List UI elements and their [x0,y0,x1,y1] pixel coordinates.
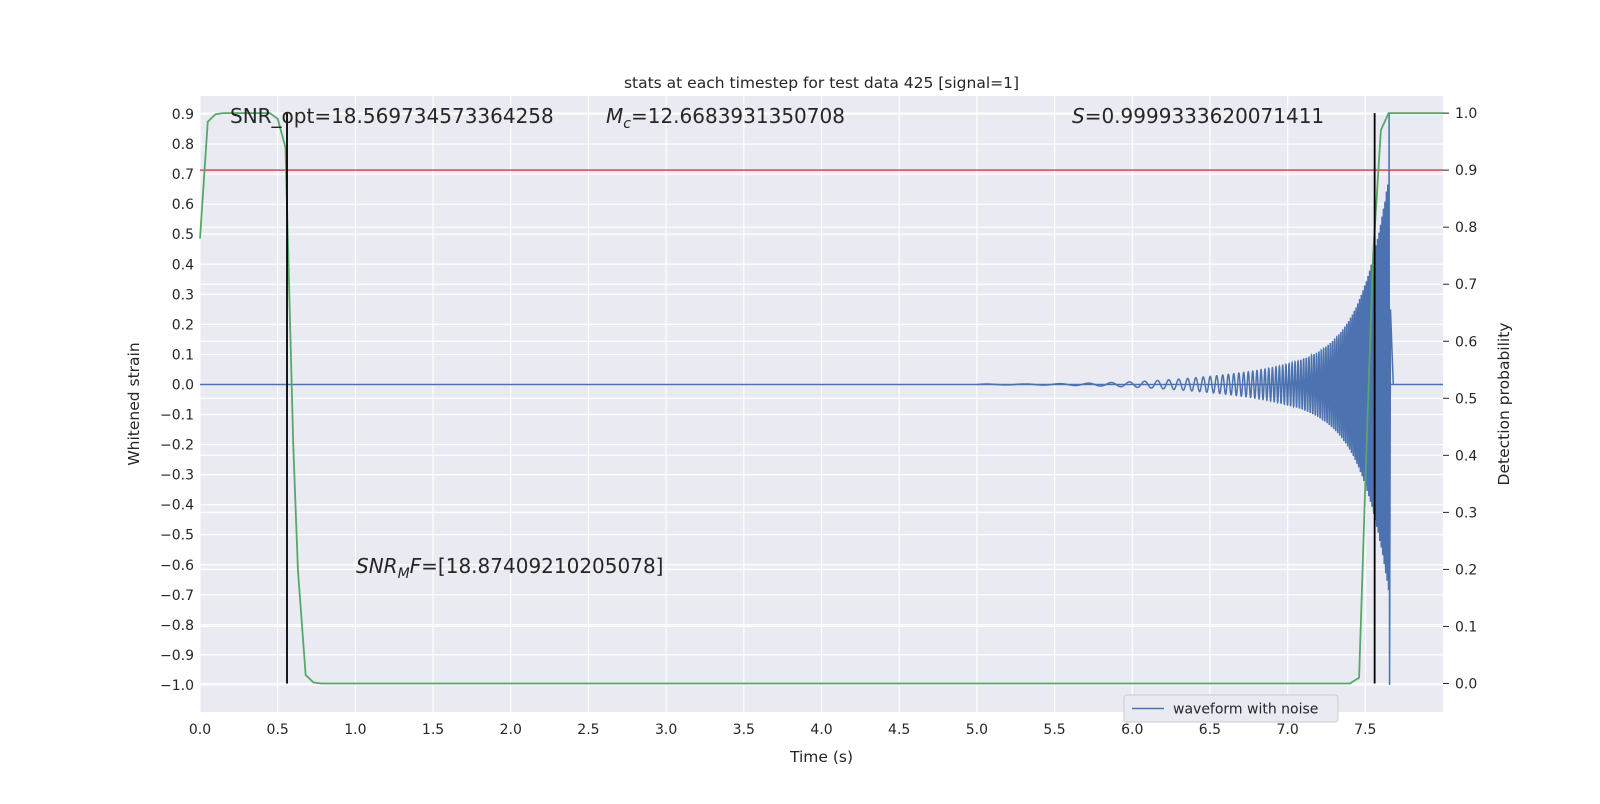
s-statistic-symbol: S [1072,104,1085,128]
x-tick-label: 6.5 [1199,722,1221,738]
snr-mf-symbol: SNR [356,554,398,578]
snr-mf-value: =[18.87409210205078] [421,554,663,578]
y-left-tick-label: −0.3 [160,468,194,484]
x-tick-label: 2.5 [577,722,599,738]
y-left-tick-label: 0.0 [172,377,194,393]
chart-title: stats at each timestep for test data 425… [624,74,1019,92]
y-right-tick-label: 0.6 [1455,334,1477,350]
x-tick-label: 2.0 [500,722,522,738]
y-right-tick-label: 0.7 [1455,277,1477,293]
s-statistic-annotation: S=0.9999333620071411 [1072,104,1324,128]
snr-mf-subscript: M [398,566,410,582]
x-tick-label: 5.5 [1043,722,1065,738]
y-left-tick-label: −0.1 [160,408,194,424]
x-tick-label: 1.0 [344,722,366,738]
x-tick-label: 3.0 [655,722,677,738]
y-left-tick-label: 0.8 [172,137,194,153]
x-tick-label: 4.5 [888,722,910,738]
y-left-tick-label: 0.9 [172,107,194,123]
y-left-tick-label: −0.2 [160,438,194,454]
y-left-tick-label: 0.3 [172,287,194,303]
x-tick-label: 3.5 [733,722,755,738]
y-right-tick-label: 0.9 [1455,163,1477,179]
snr-mf-f: F [410,554,422,578]
y-left-tick-label: 0.7 [172,167,194,183]
y-right-tick-label: 0.1 [1455,619,1477,635]
x-axis-label: Time (s) [789,748,853,766]
x-tick-label: 0.0 [189,722,211,738]
y-left-tick-label: −0.9 [160,648,194,664]
y-left-tick-label: 0.2 [172,317,194,333]
snr-opt-annotation: SNR_opt=18.569734573364258 [230,104,554,128]
y-right-tick-label: 0.0 [1455,676,1477,692]
chirp-mass-annotation: Mc=12.6683931350708 [606,104,845,132]
x-tick-label: 1.5 [422,722,444,738]
y-right-tick-label: 0.8 [1455,220,1477,236]
y-left-tick-label: 0.1 [172,347,194,363]
y-right-tick-label: 0.5 [1455,391,1477,407]
chirp-mass-symbol: M [606,104,623,128]
y-right-tick-label: 1.0 [1455,106,1477,122]
y-left-tick-label: −0.4 [160,498,194,514]
detection-probability-line [199,112,1443,685]
legend-box [1123,694,1339,723]
y-left-tick-label: −0.7 [160,588,194,604]
y-axis-label-right: Detection probability [1495,323,1513,486]
tick-layer: 0.0 0.5 1.0 1.5 2.0 2.5 3.0 3.5 4.0 4.5 5.0 5.5 6.0 6… [160,106,1477,738]
y-left-tick-label: −1.0 [160,678,194,694]
y-right-tick-label: 0.3 [1455,505,1477,521]
y-left-tick-label: 0.4 [172,257,194,273]
chirp-mass-value: =12.6683931350708 [631,104,845,128]
y-right-tick-label: 0.2 [1455,562,1477,578]
x-tick-label: 0.5 [267,722,289,738]
snr-mf-annotation: SNRMF=[18.87409210205078] [356,554,664,582]
y-left-tick-label: −0.6 [160,558,194,574]
y-axis-label-left: Whitened strain [125,342,143,465]
x-tick-label: 7.0 [1276,722,1298,738]
waveform-line [976,114,1395,685]
y-left-tick-label: −0.5 [160,528,194,544]
y-left-tick-label: 0.6 [172,197,194,213]
grid-layer [199,96,1443,712]
chirp-mass-subscript: c [623,116,631,132]
y-left-tick-label: 0.5 [172,227,194,243]
y-right-tick-label: 0.4 [1455,448,1477,464]
series-layer [199,112,1443,685]
x-tick-label: 4.0 [810,722,832,738]
s-statistic-value: =0.9999333620071411 [1085,104,1324,128]
x-tick-label: 7.5 [1354,722,1376,738]
x-tick-label: 6.0 [1121,722,1143,738]
x-tick-label: 5.0 [966,722,988,738]
legend-label: waveform with noise [1173,702,1318,718]
y-left-tick-label: −0.8 [160,618,194,634]
legend: waveform with noise [1123,694,1339,723]
